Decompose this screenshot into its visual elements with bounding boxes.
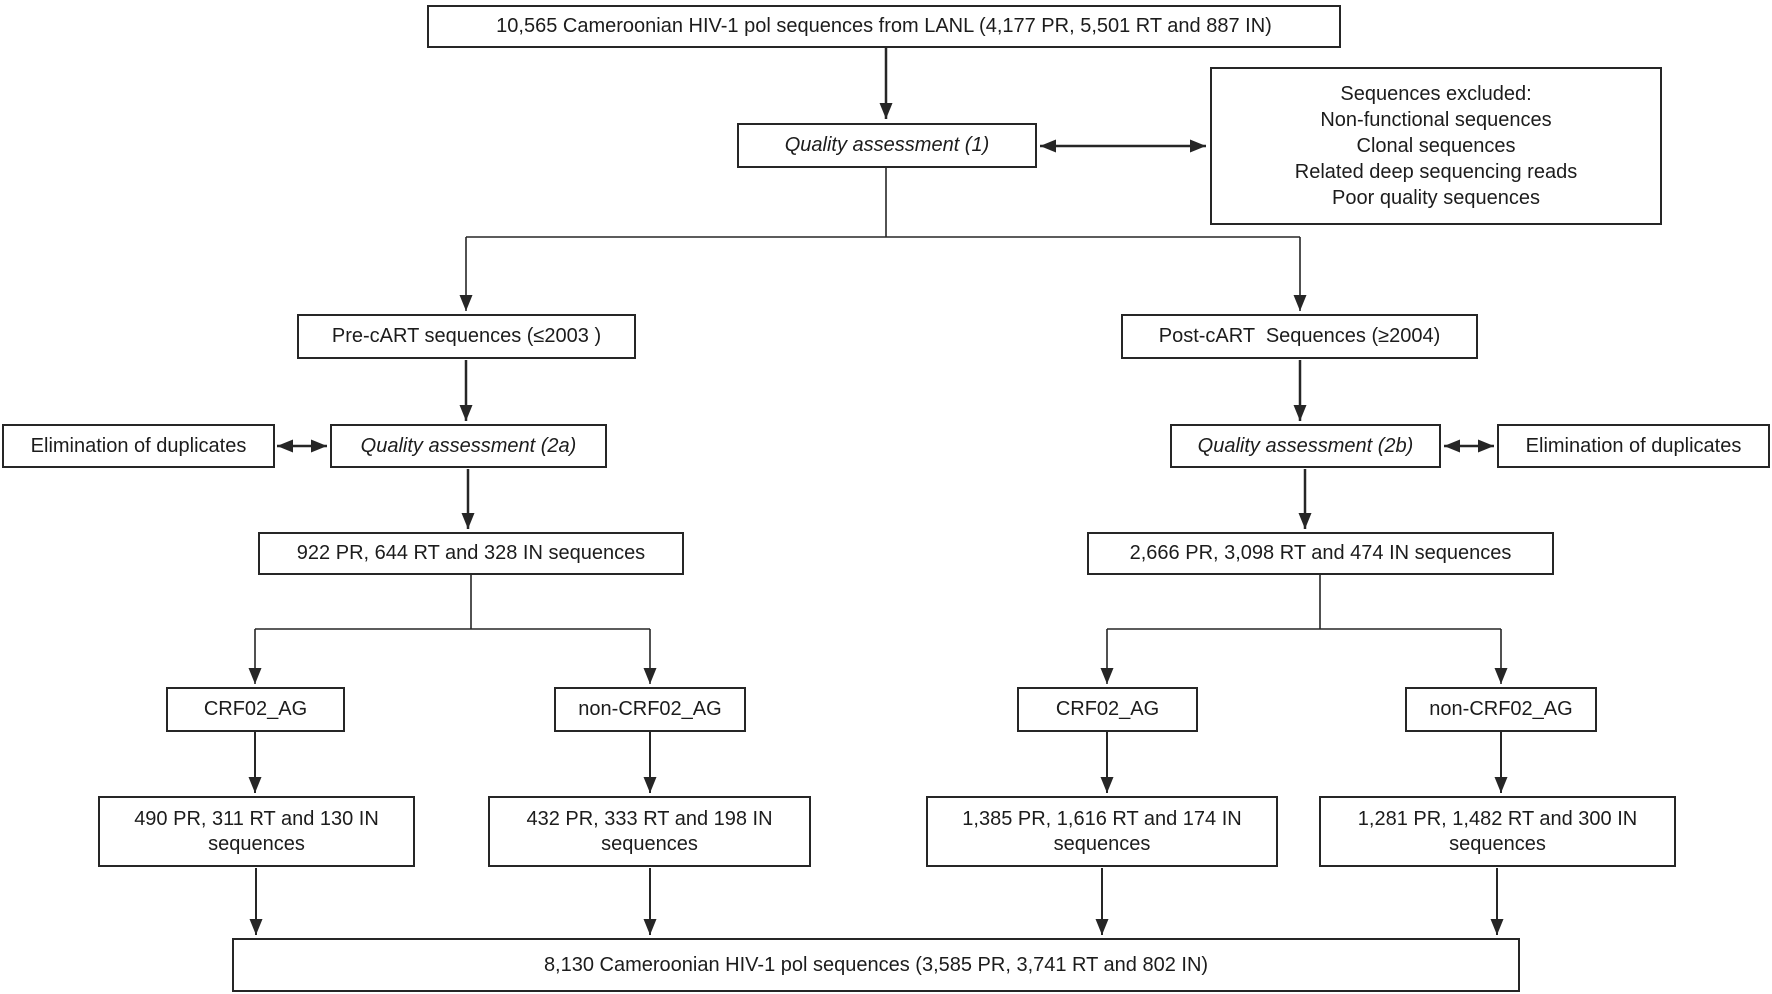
node-post-crf02ag-counts-label: 1,385 PR, 1,616 RT and 174 IN sequences	[962, 807, 1248, 855]
node-pre-cart: Pre-cART sequences (≤2003 )	[297, 314, 636, 359]
excluded-item-deep-sequencing: Related deep sequencing reads	[1294, 161, 1578, 183]
node-pre-crf02ag-counts-label: 490 PR, 311 RT and 130 IN sequences	[134, 807, 385, 855]
node-quality-assessment-2b-label: Quality assessment (2b)	[1197, 434, 1414, 457]
node-pre-non-crf02ag-counts: 432 PR, 333 RT and 198 IN sequences	[488, 796, 811, 867]
excluded-item-poor-quality: Poor quality sequences	[1332, 187, 1540, 209]
node-post-counts: 2,666 PR, 3,098 RT and 474 IN sequences	[1087, 532, 1554, 575]
node-post-crf02ag: CRF02_AG	[1017, 687, 1198, 732]
node-post-non-crf02ag-counts-label: 1,281 PR, 1,482 RT and 300 IN sequences	[1357, 807, 1643, 855]
node-elimination-duplicates-right: Elimination of duplicates	[1497, 424, 1770, 468]
node-pre-crf02ag-counts: 490 PR, 311 RT and 130 IN sequences	[98, 796, 415, 867]
node-pre-counts-label: 922 PR, 644 RT and 328 IN sequences	[296, 542, 646, 564]
node-quality-assessment-1-label: Quality assessment (1)	[784, 134, 990, 156]
excluded-item-clonal: Clonal sequences	[1356, 135, 1516, 157]
node-pre-non-crf02ag-label: non-CRF02_AG	[578, 698, 722, 720]
node-quality-assessment-1: Quality assessment (1)	[737, 123, 1037, 168]
excluded-title: Sequences excluded:	[1340, 83, 1532, 105]
node-total-sequences: 10,565 Cameroonian HIV-1 pol sequences f…	[427, 5, 1341, 48]
node-sequences-excluded: Sequences excluded: Non-functional seque…	[1210, 67, 1662, 225]
node-post-non-crf02ag-label: non-CRF02_AG	[1429, 698, 1573, 720]
node-post-non-crf02ag-counts: 1,281 PR, 1,482 RT and 300 IN sequences	[1319, 796, 1676, 867]
node-total-sequences-label: 10,565 Cameroonian HIV-1 pol sequences f…	[496, 15, 1272, 37]
node-quality-assessment-2b: Quality assessment (2b)	[1170, 424, 1441, 468]
node-pre-counts: 922 PR, 644 RT and 328 IN sequences	[258, 532, 684, 575]
node-post-non-crf02ag: non-CRF02_AG	[1405, 687, 1597, 732]
node-post-cart-label: Post-cART Sequences (≥2004)	[1158, 325, 1441, 347]
node-pre-non-crf02ag-counts-label: 432 PR, 333 RT and 198 IN sequences	[526, 807, 779, 855]
excluded-item-nonfunctional: Non-functional sequences	[1320, 109, 1552, 131]
node-pre-crf02ag-label: CRF02_AG	[203, 698, 308, 720]
node-post-crf02ag-counts: 1,385 PR, 1,616 RT and 174 IN sequences	[926, 796, 1278, 867]
node-elimination-duplicates-left: Elimination of duplicates	[2, 424, 275, 468]
node-post-crf02ag-label: CRF02_AG	[1055, 698, 1160, 720]
node-final-sequences-label: 8,130 Cameroonian HIV-1 pol sequences (3…	[543, 953, 1209, 976]
node-final-sequences: 8,130 Cameroonian HIV-1 pol sequences (3…	[232, 938, 1520, 992]
node-post-cart: Post-cART Sequences (≥2004)	[1121, 314, 1478, 359]
node-elimination-duplicates-left-label: Elimination of duplicates	[30, 434, 247, 457]
node-pre-non-crf02ag: non-CRF02_AG	[554, 687, 746, 732]
node-pre-crf02ag: CRF02_AG	[166, 687, 345, 732]
node-quality-assessment-2a: Quality assessment (2a)	[330, 424, 607, 468]
node-quality-assessment-2a-label: Quality assessment (2a)	[360, 434, 577, 457]
node-pre-cart-label: Pre-cART sequences (≤2003 )	[331, 325, 602, 347]
node-post-counts-label: 2,666 PR, 3,098 RT and 474 IN sequences	[1129, 542, 1512, 564]
node-elimination-duplicates-right-label: Elimination of duplicates	[1525, 434, 1742, 457]
